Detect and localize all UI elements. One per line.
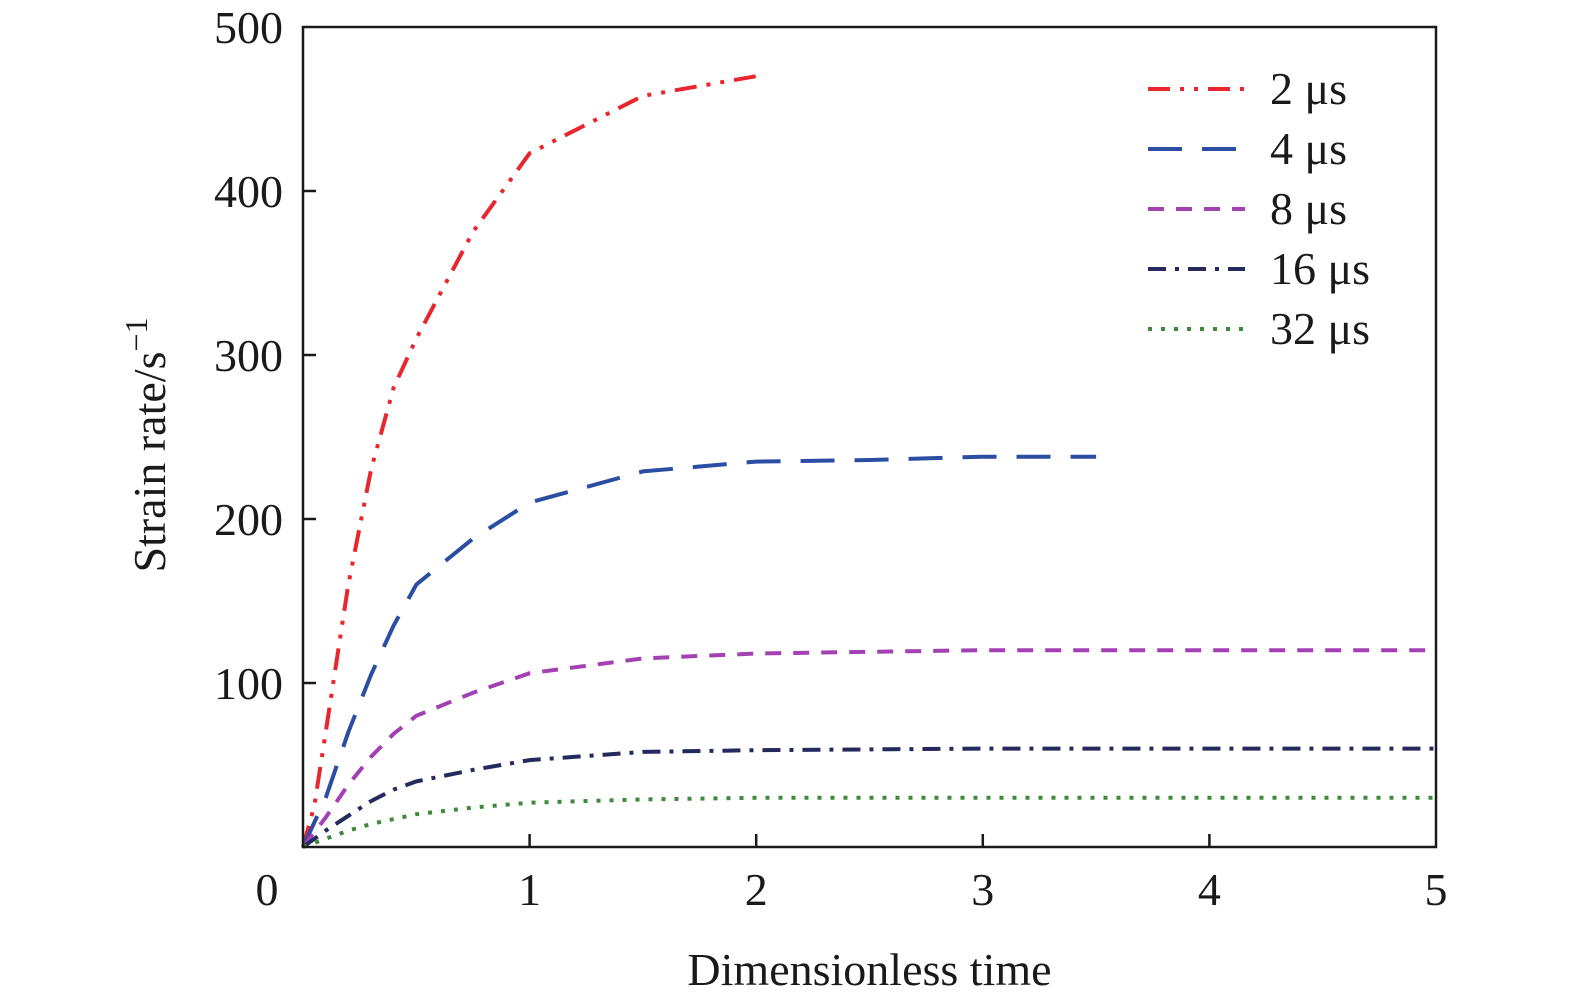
legend-label-2: 8 μs <box>1270 183 1347 234</box>
series-line-3 <box>301 746 1436 849</box>
plot-frame <box>301 25 1438 849</box>
legend-label-3: 16 μs <box>1270 243 1370 294</box>
y-axis-label-superscript: −1 <box>118 317 154 351</box>
x-tick-label: 3 <box>971 864 994 915</box>
ticks-layer: 0 1 2 3 4 5 100 200 300 400 500 <box>214 2 1448 915</box>
x-tick-label: 4 <box>1198 864 1221 915</box>
y-tick-label: 400 <box>214 166 283 217</box>
series-line-1 <box>301 454 1097 848</box>
x-tick-label: 5 <box>1425 864 1448 915</box>
x-tick-label: 1 <box>518 864 541 915</box>
legend-label-4: 32 μs <box>1270 303 1370 354</box>
legend-label-1: 4 μs <box>1270 123 1347 174</box>
series-layer <box>301 74 1436 849</box>
y-tick-label: 500 <box>214 2 283 53</box>
x-tick-label: 0 <box>256 864 279 915</box>
y-tick-label: 100 <box>214 658 283 709</box>
y-tick-label: 200 <box>214 494 283 545</box>
x-tick-label: 2 <box>745 864 768 915</box>
y-tick-label: 300 <box>214 330 283 381</box>
y-axis-label-main: Strain rate/s <box>124 352 175 573</box>
series-line-0 <box>301 74 757 848</box>
x-axis-label: Dimensionless time <box>687 944 1051 995</box>
series-line-2 <box>301 648 1436 849</box>
legend: 2 μs 4 μs 8 μs 16 μs 32 μs <box>1148 63 1370 354</box>
series-line-4 <box>302 795 1436 849</box>
legend-label-0: 2 μs <box>1270 63 1347 114</box>
y-axis-label: Strain rate/s−1 <box>118 317 175 572</box>
